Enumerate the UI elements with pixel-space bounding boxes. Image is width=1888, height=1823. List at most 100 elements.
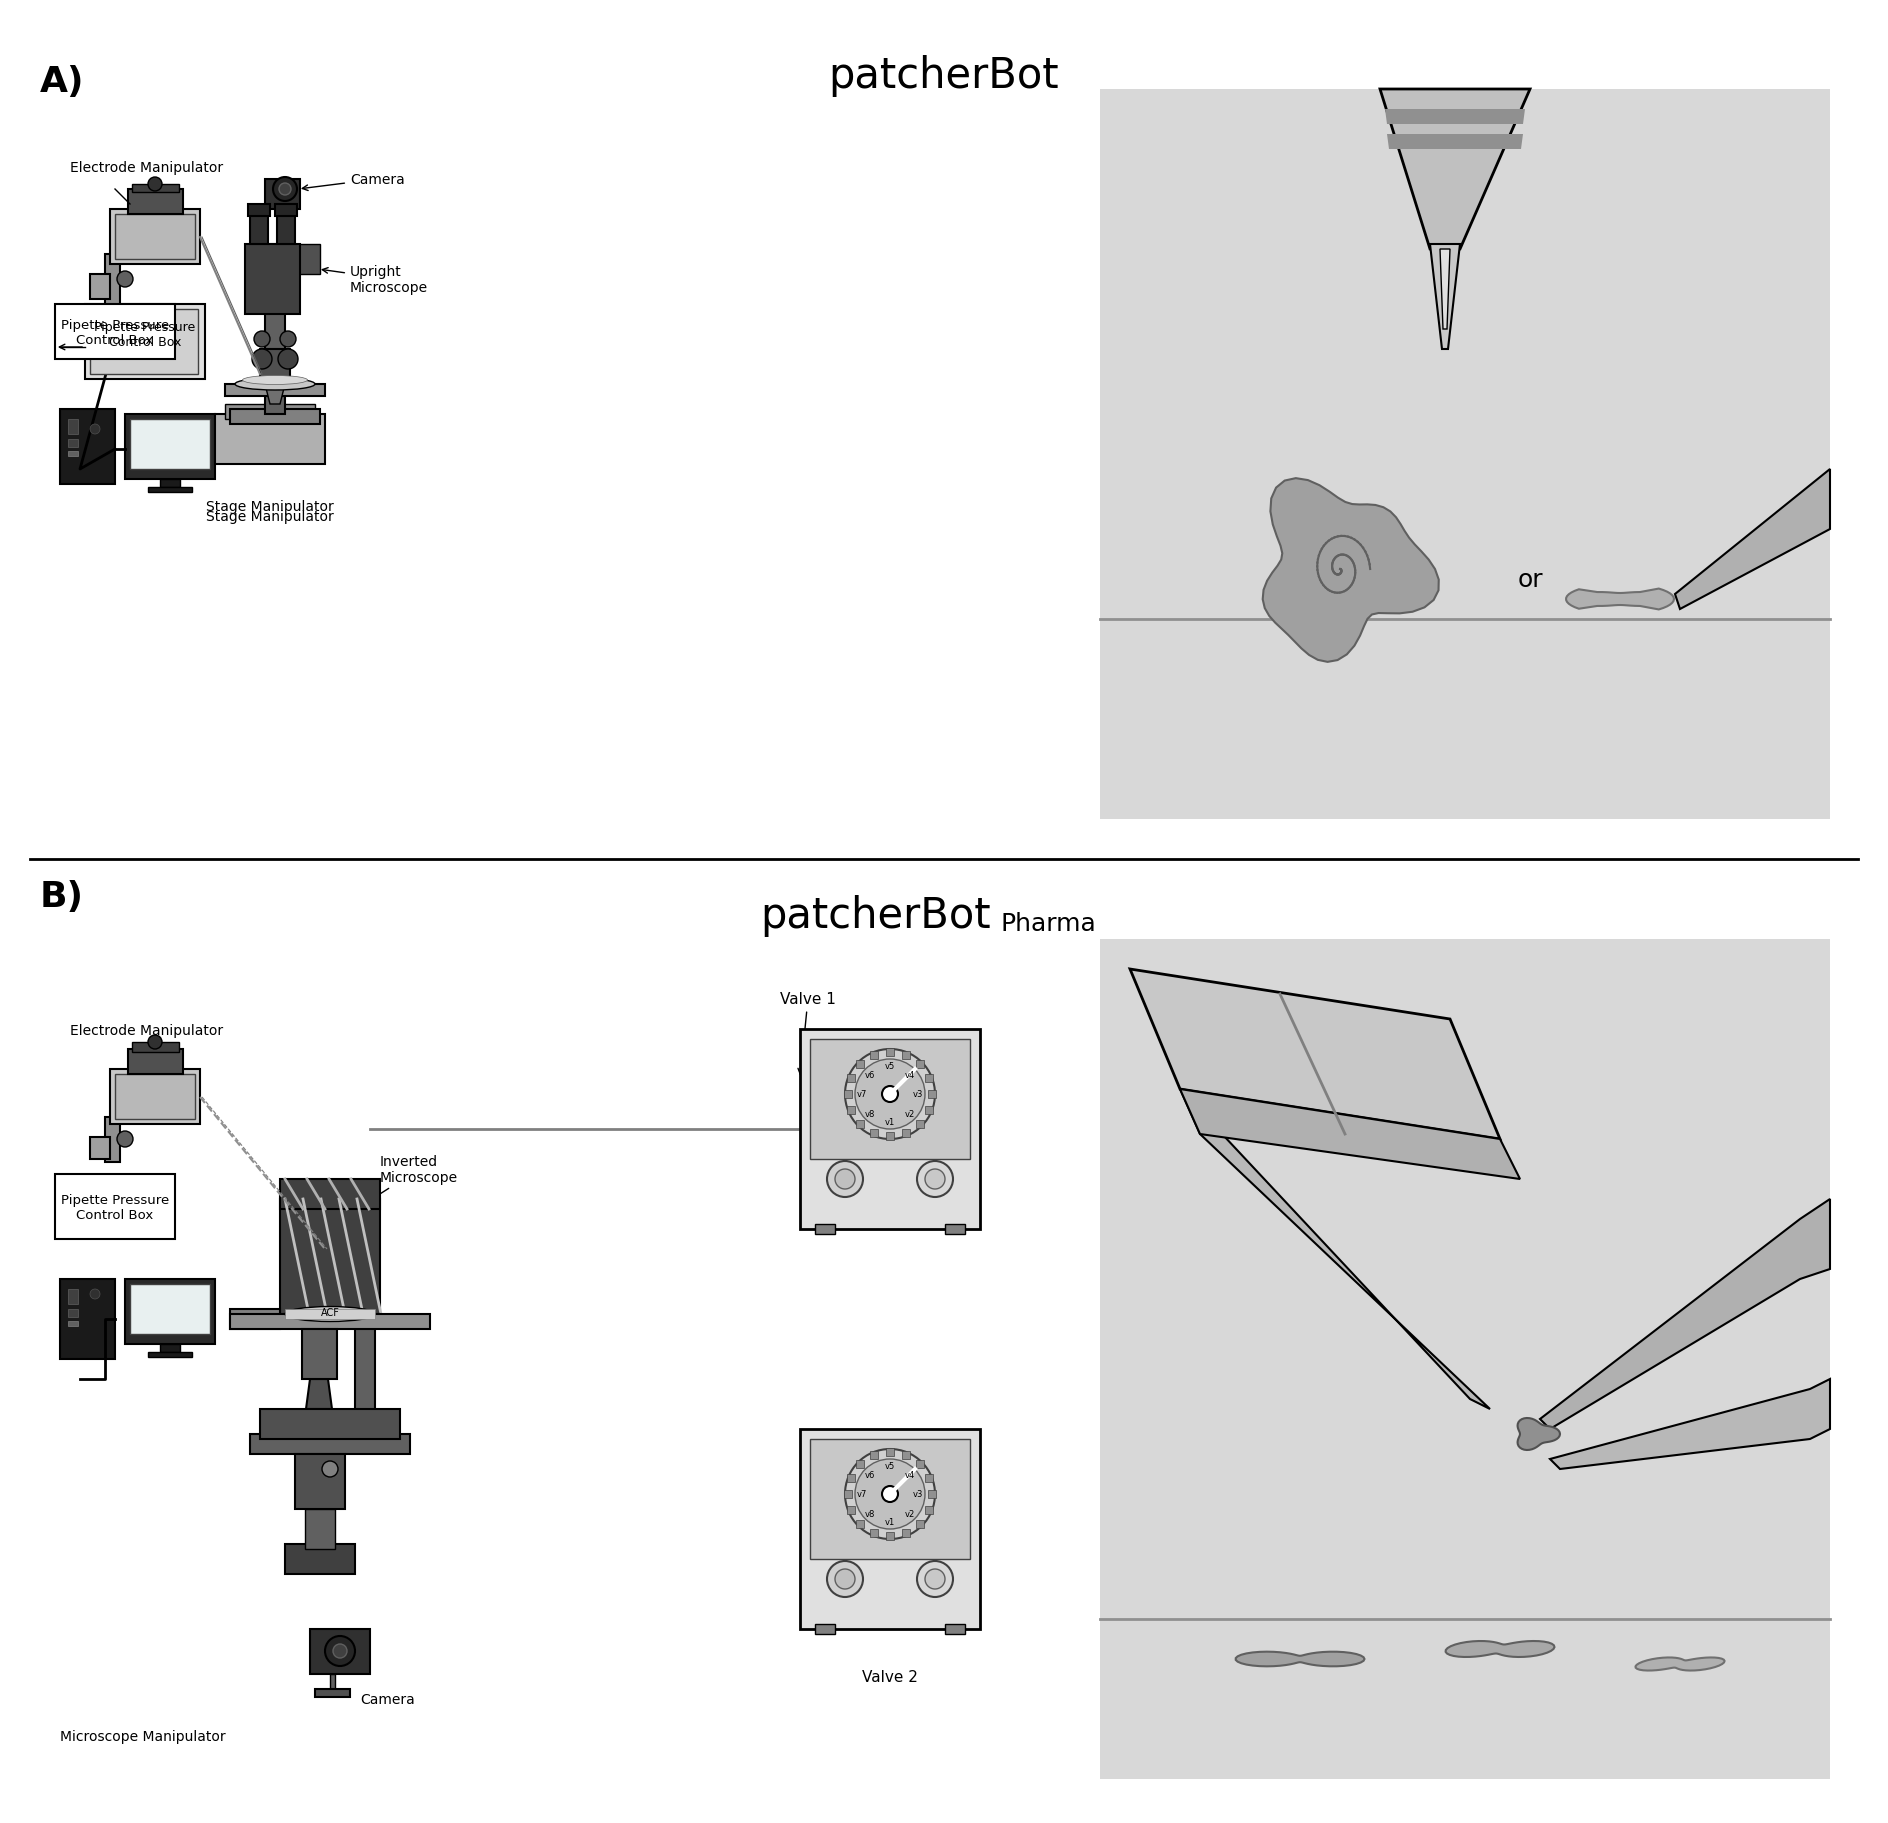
Ellipse shape bbox=[285, 1307, 376, 1322]
Circle shape bbox=[251, 350, 272, 370]
Circle shape bbox=[91, 1289, 100, 1300]
Bar bbox=[306, 1509, 334, 1550]
Bar bbox=[1101, 939, 1829, 1779]
Circle shape bbox=[918, 1161, 953, 1198]
Bar bbox=[902, 1451, 910, 1460]
Bar bbox=[902, 1529, 910, 1537]
Bar bbox=[310, 1630, 370, 1674]
Text: ACF: ACF bbox=[321, 1307, 340, 1318]
Bar bbox=[85, 304, 206, 379]
Circle shape bbox=[925, 1169, 946, 1189]
Text: v8: v8 bbox=[865, 1110, 876, 1119]
Bar bbox=[106, 255, 121, 310]
Bar bbox=[130, 1283, 210, 1334]
Polygon shape bbox=[1388, 135, 1524, 149]
Text: Electrode Manipulator: Electrode Manipulator bbox=[70, 1023, 223, 1037]
Bar bbox=[261, 350, 291, 385]
Bar bbox=[128, 190, 183, 215]
Bar bbox=[55, 1174, 176, 1240]
Bar bbox=[278, 215, 295, 244]
Bar bbox=[68, 1289, 77, 1303]
Circle shape bbox=[834, 1570, 855, 1590]
Circle shape bbox=[279, 184, 291, 195]
Bar bbox=[247, 204, 270, 217]
Polygon shape bbox=[1429, 244, 1459, 350]
Circle shape bbox=[855, 1059, 925, 1130]
Bar bbox=[264, 244, 285, 416]
Bar bbox=[249, 215, 268, 244]
Bar bbox=[870, 1052, 878, 1059]
Circle shape bbox=[117, 1132, 132, 1147]
Text: Camera: Camera bbox=[302, 173, 404, 191]
Bar bbox=[68, 1309, 77, 1318]
Bar bbox=[902, 1128, 910, 1138]
Bar bbox=[848, 1506, 855, 1515]
Bar bbox=[91, 275, 110, 299]
Bar bbox=[844, 1489, 851, 1499]
Circle shape bbox=[918, 1560, 953, 1597]
Circle shape bbox=[117, 272, 132, 288]
Polygon shape bbox=[1518, 1418, 1559, 1451]
Bar bbox=[147, 1353, 193, 1358]
Text: patcherBot: patcherBot bbox=[829, 55, 1059, 97]
Bar bbox=[295, 1455, 346, 1509]
Bar bbox=[929, 1090, 936, 1099]
Bar bbox=[125, 416, 215, 479]
Bar bbox=[810, 1438, 970, 1559]
Text: v7: v7 bbox=[857, 1090, 867, 1099]
Circle shape bbox=[882, 1087, 899, 1103]
Polygon shape bbox=[1675, 470, 1829, 609]
Bar bbox=[330, 1674, 334, 1694]
Bar bbox=[885, 1531, 895, 1540]
Bar bbox=[916, 1119, 923, 1128]
Text: Pipette Pressure
Control Box: Pipette Pressure Control Box bbox=[94, 321, 196, 348]
Polygon shape bbox=[1131, 970, 1499, 1139]
Bar bbox=[110, 1070, 200, 1125]
Polygon shape bbox=[285, 244, 319, 275]
Bar bbox=[1101, 89, 1829, 820]
Text: Valve 1: Valve 1 bbox=[780, 992, 836, 1076]
Bar bbox=[315, 1690, 349, 1697]
Bar bbox=[130, 419, 210, 470]
Text: A): A) bbox=[40, 66, 85, 98]
Bar bbox=[132, 184, 179, 193]
Bar bbox=[801, 1030, 980, 1229]
Bar bbox=[230, 1309, 279, 1329]
Polygon shape bbox=[1263, 479, 1439, 662]
Text: v4: v4 bbox=[904, 1469, 916, 1478]
Text: Pharma: Pharma bbox=[1001, 912, 1095, 935]
Polygon shape bbox=[1567, 589, 1675, 611]
Circle shape bbox=[332, 1644, 347, 1659]
Text: Camera: Camera bbox=[361, 1692, 415, 1706]
Polygon shape bbox=[1635, 1657, 1724, 1670]
Bar bbox=[946, 1225, 965, 1234]
Bar bbox=[885, 1132, 895, 1141]
Bar bbox=[225, 385, 325, 397]
Bar bbox=[285, 1544, 355, 1573]
Bar bbox=[128, 1050, 183, 1074]
Polygon shape bbox=[1441, 250, 1450, 330]
Circle shape bbox=[846, 1050, 935, 1139]
Bar bbox=[810, 1039, 970, 1159]
Bar bbox=[285, 1309, 376, 1320]
Text: v2: v2 bbox=[904, 1110, 916, 1119]
Bar bbox=[225, 405, 315, 419]
Circle shape bbox=[925, 1570, 946, 1590]
Bar bbox=[147, 489, 193, 492]
Bar bbox=[302, 1329, 336, 1380]
Bar bbox=[60, 1280, 115, 1360]
Bar bbox=[925, 1074, 933, 1083]
Circle shape bbox=[147, 179, 162, 191]
Text: v4: v4 bbox=[904, 1070, 916, 1079]
Circle shape bbox=[147, 1035, 162, 1050]
Text: v1: v1 bbox=[885, 1519, 895, 1526]
Text: v5: v5 bbox=[885, 1462, 895, 1471]
Bar bbox=[870, 1529, 878, 1537]
Bar bbox=[279, 1200, 379, 1320]
Bar bbox=[885, 1447, 895, 1457]
Text: v3: v3 bbox=[912, 1489, 923, 1499]
Circle shape bbox=[279, 332, 296, 348]
Circle shape bbox=[882, 1486, 899, 1502]
Bar bbox=[844, 1090, 851, 1099]
Bar bbox=[68, 452, 77, 458]
